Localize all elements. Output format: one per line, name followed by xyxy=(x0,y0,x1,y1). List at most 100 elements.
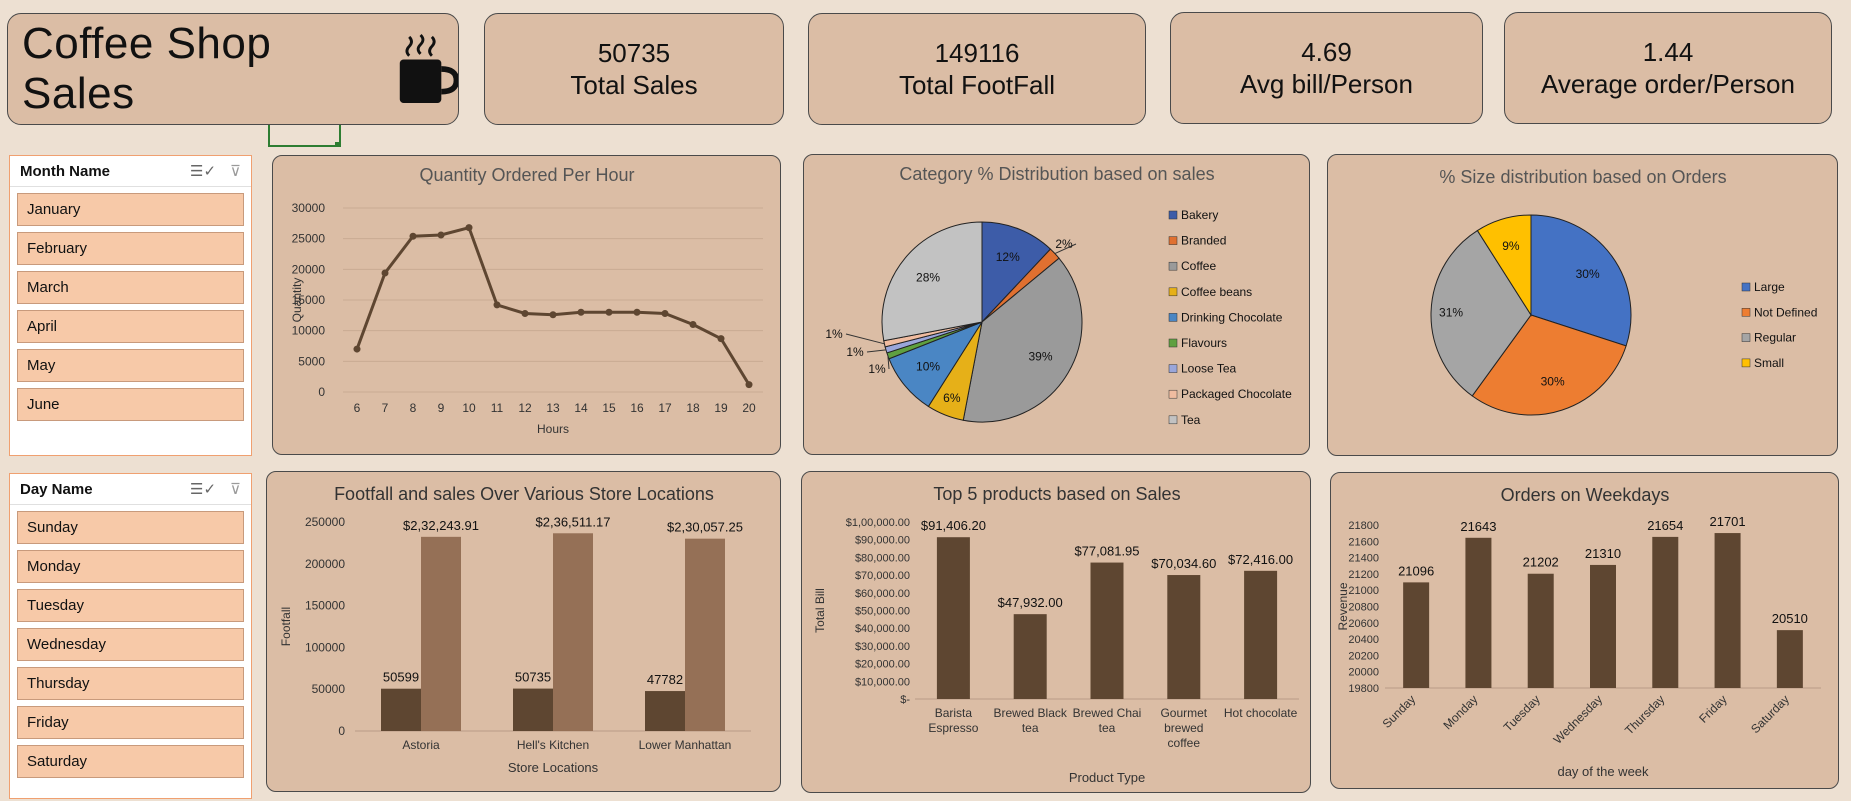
slicer-item-label: March xyxy=(27,279,69,296)
data-point xyxy=(409,232,417,240)
size-chart-panel[interactable]: % Size distribution based on Orders 30% 30… xyxy=(1327,154,1838,456)
weekdays-chart-panel[interactable]: Orders on Weekdays 19800 20000 20200 20400 20… xyxy=(1330,472,1839,789)
legend-label: Coffee xyxy=(1181,259,1216,273)
data-label: 1% xyxy=(868,362,886,376)
y-tick-label: 21400 xyxy=(1348,553,1379,565)
x-axis-label: day of the week xyxy=(1557,764,1649,779)
x-tick-label: 6 xyxy=(354,401,361,415)
data-label: 21202 xyxy=(1523,555,1559,570)
data-point xyxy=(577,308,585,316)
slicer-item-monday[interactable]: Monday xyxy=(17,550,244,583)
slicer-item-label: Saturday xyxy=(27,753,88,770)
legend-swatch xyxy=(1168,236,1178,245)
y-tick-label: $80,000.00 xyxy=(855,552,910,564)
slicer-item-january[interactable]: January xyxy=(17,193,244,226)
slicer-item-label: Friday xyxy=(27,714,69,731)
y-tick-label: 20800 xyxy=(1348,602,1379,614)
data-label: $2,30,057.25 xyxy=(667,520,743,535)
pie-slice xyxy=(1471,314,1627,416)
bar xyxy=(1714,533,1741,688)
bar xyxy=(685,538,725,731)
slicer-item-friday[interactable]: Friday xyxy=(17,706,244,739)
slicer-header: Day Name ☰✓ ⊽ xyxy=(10,474,251,505)
x-tick-label: Brewed Chai xyxy=(1073,706,1142,720)
data-label: 21701 xyxy=(1709,514,1745,529)
x-tick-label: Saturday xyxy=(1748,692,1792,736)
data-point xyxy=(661,309,669,317)
products-bar-chart: Top 5 products based on Sales $- $10,000.0… xyxy=(813,484,1299,785)
data-point xyxy=(521,309,529,317)
hourly-chart-panel[interactable]: Quantity Ordered Per Hour 0 5000 10000 15000… xyxy=(272,155,781,455)
slicer-item-february[interactable]: February xyxy=(17,232,244,265)
y-tick-label: 10000 xyxy=(292,324,326,338)
legend-label: Packaged Chocolate xyxy=(1181,387,1292,401)
x-tick-label: Monday xyxy=(1440,692,1480,732)
clear-filter-icon[interactable]: ⊽ xyxy=(230,163,241,180)
slicer-item-march[interactable]: March xyxy=(17,271,244,304)
bar xyxy=(421,536,461,731)
x-tick-label: 11 xyxy=(491,401,504,415)
legend-label: Branded xyxy=(1181,234,1226,248)
y-tick-label: 20400 xyxy=(1348,634,1379,646)
slicer-item-wednesday[interactable]: Wednesday xyxy=(17,628,244,661)
kpi-value: 50735 xyxy=(597,38,671,68)
slicer-item-may[interactable]: May xyxy=(17,349,244,382)
slicer-item-label: Thursday xyxy=(27,675,90,692)
clear-filter-icon[interactable]: ⊽ xyxy=(230,481,241,498)
legend-swatch xyxy=(1741,282,1751,292)
x-tick-label: Sunday xyxy=(1380,692,1419,731)
legend-label: Coffee beans xyxy=(1181,285,1252,299)
legend-swatch xyxy=(1168,364,1178,373)
data-label: 50599 xyxy=(383,670,419,685)
data-label: $2,36,511.17 xyxy=(536,514,611,529)
multi-select-icon[interactable]: ☰✓ xyxy=(190,481,217,498)
cell-selection-handle[interactable] xyxy=(335,142,340,147)
size-pie-chart: % Size distribution based on Orders 30% 30… xyxy=(1430,167,1817,416)
data-label: $70,034.60 xyxy=(1151,556,1216,571)
slicer-item-label: Sunday xyxy=(27,519,78,536)
x-tick-label: 8 xyxy=(410,401,417,415)
y-tick-label: 19800 xyxy=(1348,683,1379,695)
data-point xyxy=(717,335,725,343)
slicer-item-label: February xyxy=(27,240,88,257)
data-label: 9% xyxy=(1502,239,1520,253)
y-tick-label: $20,000.00 xyxy=(855,659,910,671)
coffee-cup-icon xyxy=(399,34,458,103)
legend-swatch xyxy=(1741,358,1751,368)
data-label: 31% xyxy=(1439,305,1463,319)
data-label: $47,932.00 xyxy=(998,595,1063,610)
slicer-item-tuesday[interactable]: Tuesday xyxy=(17,589,244,622)
multi-select-icon[interactable]: ☰✓ xyxy=(190,163,217,180)
x-tick-label: Espresso xyxy=(928,721,978,735)
kpi-label: Avg bill/Person xyxy=(1240,69,1413,99)
slicer-item-sunday[interactable]: Sunday xyxy=(17,511,244,544)
slicer-item-saturday[interactable]: Saturday xyxy=(17,745,244,778)
legend-label: Small xyxy=(1754,356,1784,370)
slicer-item-april[interactable]: April xyxy=(17,310,244,343)
kpi-label: Total FootFall xyxy=(898,70,1056,100)
weekdays-bar-chart: Orders on Weekdays 19800 20000 20200 20400 20… xyxy=(1336,485,1821,779)
leader-line xyxy=(887,355,890,370)
y-tick-label: $10,000.00 xyxy=(855,676,910,688)
data-point xyxy=(353,345,361,353)
data-label: 30% xyxy=(1576,267,1600,281)
data-label: 20510 xyxy=(1772,611,1808,626)
category-chart-panel[interactable]: Category % Distribution based on sales 12… xyxy=(803,154,1310,455)
y-tick-label: $1,00,000.00 xyxy=(846,517,910,529)
data-label: 30% xyxy=(1541,375,1565,389)
data-label: 1% xyxy=(846,345,864,359)
products-chart-panel[interactable]: Top 5 products based on Sales $- $10,000.0… xyxy=(801,471,1311,793)
y-tick-label: 250000 xyxy=(305,515,345,529)
cell-selection xyxy=(268,125,341,147)
x-tick-label: tea xyxy=(1022,721,1039,735)
hourly-line-chart: Quantity Ordered Per Hour 0 5000 10000 15000… xyxy=(290,165,763,436)
legend-label: Not Defined xyxy=(1754,305,1817,319)
x-axis-label: Store Locations xyxy=(508,760,599,775)
y-tick-label: 5000 xyxy=(298,354,325,368)
slicer-item-june[interactable]: June xyxy=(17,388,244,421)
leader-line xyxy=(1054,243,1077,255)
bar xyxy=(1465,537,1492,688)
locations-chart-panel[interactable]: Footfall and sales Over Various Store Lo… xyxy=(266,471,781,792)
slicer-item-thursday[interactable]: Thursday xyxy=(17,667,244,700)
y-tick-label: 30000 xyxy=(292,201,326,215)
